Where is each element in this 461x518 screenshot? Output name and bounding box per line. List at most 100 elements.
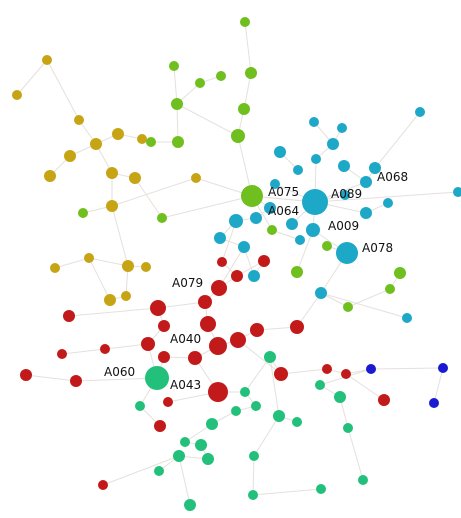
graph-node-cyan xyxy=(340,190,350,200)
graph-node-red xyxy=(211,280,227,296)
graph-node-teal xyxy=(154,466,164,476)
edge xyxy=(218,246,245,289)
graph-node-red xyxy=(70,375,82,387)
graph-node-yellow xyxy=(12,90,22,100)
graph-node-teal xyxy=(334,391,346,403)
graph-node-red xyxy=(141,337,155,351)
graph-node-yellow xyxy=(129,172,141,184)
edge xyxy=(244,356,271,393)
edge xyxy=(370,367,444,370)
graph-node-teal xyxy=(264,351,276,363)
graph-node-cyan xyxy=(238,241,250,253)
edge xyxy=(104,343,149,350)
graph-node-teal xyxy=(173,450,185,462)
edge xyxy=(347,427,364,481)
graph-node-red xyxy=(63,310,75,322)
graph-node-cyan xyxy=(327,138,339,150)
graph-node-red xyxy=(341,369,351,379)
node-label-a075: A075 xyxy=(268,185,299,199)
edge xyxy=(75,377,158,382)
graph-node-cyan xyxy=(369,162,381,174)
graph-node-blue xyxy=(429,398,439,408)
graph-node-teal xyxy=(231,406,241,416)
graph-node-teal xyxy=(249,451,259,461)
graph-node-teal xyxy=(358,475,368,485)
graph-node-red xyxy=(230,332,246,348)
graph-node-yellow xyxy=(121,291,131,301)
edge xyxy=(173,65,178,105)
edge xyxy=(25,374,77,382)
graph-node-lime xyxy=(157,213,167,223)
edge xyxy=(161,195,253,219)
edge xyxy=(134,177,163,219)
graph-node-cyan xyxy=(286,218,298,230)
edge xyxy=(314,191,459,203)
graph-node-red xyxy=(57,349,67,359)
graph-node-cyan xyxy=(336,242,358,264)
graph-node-yellow xyxy=(44,170,56,182)
edge xyxy=(176,103,239,137)
graph-node-blue xyxy=(366,364,376,374)
edge xyxy=(61,348,106,355)
graph-node-red xyxy=(150,300,166,316)
graph-node-red xyxy=(258,255,270,267)
node-label-a009: A009 xyxy=(328,219,359,233)
edge xyxy=(237,339,282,375)
edge xyxy=(345,373,385,401)
graph-node-cyan xyxy=(383,198,393,208)
edge xyxy=(252,488,322,496)
graph-node-cyan xyxy=(315,287,327,299)
node-label-a064: A064 xyxy=(268,204,299,218)
graph-node-lime xyxy=(245,67,257,79)
graph-node-teal xyxy=(240,387,250,397)
labels-layer: A075 A064 A089 A068 A009 A078 A079 A040 … xyxy=(104,170,408,392)
edge xyxy=(243,72,252,110)
graph-node-lime xyxy=(322,241,332,251)
graph-node-teal xyxy=(316,484,326,494)
graph-node-red xyxy=(231,270,243,282)
graph-node-red xyxy=(274,367,288,381)
graph-node-red xyxy=(188,351,202,365)
graph-node-lime xyxy=(195,78,205,88)
graph-node-yellow xyxy=(84,253,94,263)
graph-node-yellow xyxy=(137,134,147,144)
nodes-layer xyxy=(12,17,461,511)
graph-node-red xyxy=(198,295,212,309)
edge xyxy=(252,455,255,496)
edge xyxy=(111,177,197,207)
edge xyxy=(269,356,280,417)
edge xyxy=(221,220,237,263)
edge xyxy=(347,288,391,308)
edges-layer xyxy=(16,21,459,506)
graph-node-cyan xyxy=(360,207,372,219)
node-label-a068: A068 xyxy=(377,170,408,184)
graph-node-teal xyxy=(343,423,353,433)
graph-node-red xyxy=(217,257,227,267)
graph-node-red xyxy=(98,480,108,490)
graph-node-red xyxy=(208,382,228,402)
graph-node-teal xyxy=(273,410,285,422)
graph-node-lime xyxy=(216,71,226,81)
graph-node-teal xyxy=(251,401,261,411)
node-label-a089: A089 xyxy=(331,187,362,201)
graph-node-teal xyxy=(315,380,325,390)
node-label-a043: A043 xyxy=(170,378,201,392)
graph-node-teal xyxy=(195,439,207,451)
graph-node-lime xyxy=(238,103,250,115)
node-label-a079: A079 xyxy=(172,276,203,290)
graph-node-cyan xyxy=(293,165,303,175)
graph-node-yellow xyxy=(112,128,124,140)
edge xyxy=(88,257,129,267)
graph-node-cyan xyxy=(453,187,461,197)
graph-node-blue xyxy=(438,363,448,373)
graph-node-red xyxy=(200,316,216,332)
graph-node-yellow xyxy=(106,200,118,212)
graph-node-yellow xyxy=(141,262,151,272)
graph-node-red xyxy=(322,364,332,374)
graph-node-cyan xyxy=(248,270,260,282)
graph-node-teal xyxy=(206,418,218,430)
graph-node-cyan xyxy=(302,189,328,215)
graph-node-red xyxy=(154,420,166,432)
graph-node-yellow xyxy=(106,167,118,179)
